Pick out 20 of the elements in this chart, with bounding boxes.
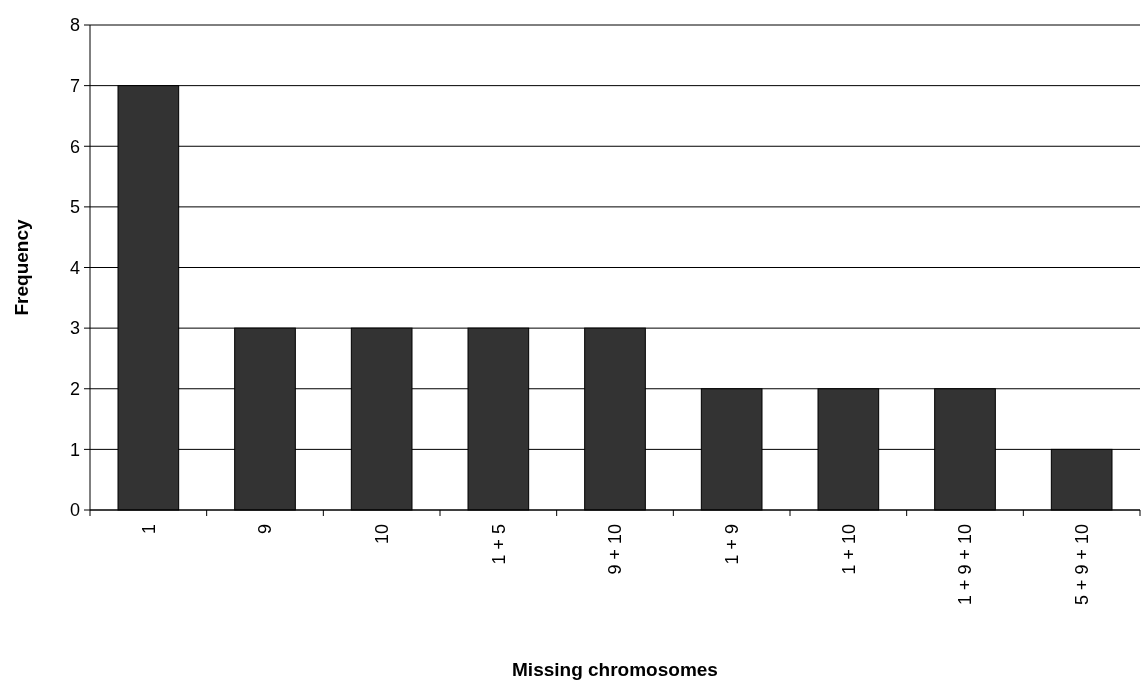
x-tick-label: 9 (255, 524, 276, 535)
y-tick-label: 3 (69, 318, 80, 339)
y-tick-label: 6 (69, 136, 80, 157)
y-tick-label: 1 (69, 439, 80, 460)
x-tick-label: 1 (138, 524, 159, 535)
y-tick-label: 5 (69, 197, 80, 218)
y-tick-label: 7 (69, 75, 80, 96)
x-tick-label: 10 (371, 524, 392, 545)
x-tick-label: 1 + 9 + 10 (955, 524, 976, 606)
y-axis-title: Frequency (11, 219, 32, 316)
x-axis-title: Missing chromosomes (512, 659, 718, 680)
x-tick-label: 5 + 9 + 10 (1071, 524, 1092, 606)
x-tick-label: 9 + 10 (605, 524, 626, 575)
y-tick-label: 2 (69, 379, 80, 400)
y-tick-label: 8 (69, 15, 80, 36)
y-tick-label: 4 (69, 257, 80, 278)
y-tick-label: 0 (69, 500, 80, 521)
x-tick-label: 1 + 5 (488, 524, 509, 565)
x-tick-label: 1 + 9 (721, 524, 742, 565)
x-tick-label: 1 + 10 (838, 524, 859, 575)
